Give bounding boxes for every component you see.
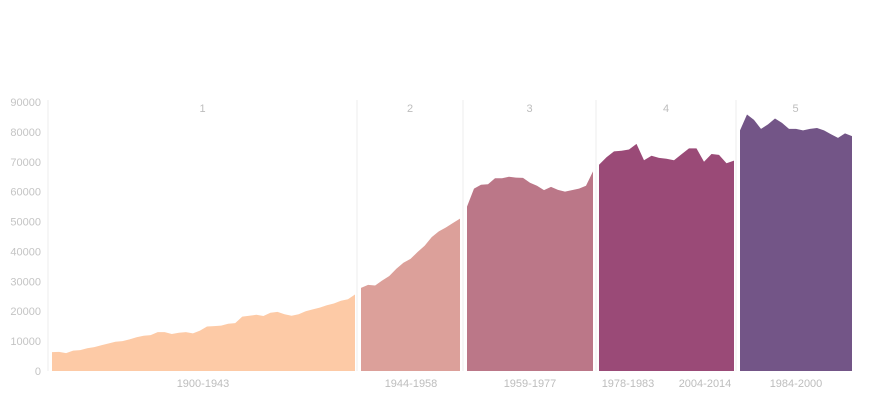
area-series-4 xyxy=(599,143,734,371)
area-series-2 xyxy=(361,218,460,371)
panel-title: 2 xyxy=(407,103,413,115)
y-tick-label: 60000 xyxy=(10,187,41,199)
y-tick-label: 50000 xyxy=(10,217,41,229)
y-tick-label: 70000 xyxy=(10,157,41,169)
panel-title: 4 xyxy=(663,103,669,115)
x-tick-label: 1944-1958 xyxy=(385,378,438,390)
area-series-5 xyxy=(740,114,852,372)
x-tick-label: 1900-1943 xyxy=(177,378,230,390)
panel-title: 5 xyxy=(792,103,798,115)
y-tick-label: 20000 xyxy=(10,306,41,318)
panel-title: 3 xyxy=(526,103,532,115)
y-tick-label: 80000 xyxy=(10,127,41,139)
y-tick-label: 0 xyxy=(35,366,41,378)
area-series-1 xyxy=(52,294,355,371)
y-tick-label: 90000 xyxy=(10,97,41,109)
x-tick-label: 1984-2000 xyxy=(770,378,823,390)
y-tick-label: 10000 xyxy=(10,336,41,348)
y-tick-label: 40000 xyxy=(10,246,41,258)
area-series-3 xyxy=(467,171,593,371)
y-tick-label: 30000 xyxy=(10,276,41,288)
x-tick-label: 2004-2014 xyxy=(679,378,732,390)
panel-title: 1 xyxy=(199,103,205,115)
x-tick-label: 1978-1983 xyxy=(602,378,655,390)
x-tick-label: 1959-1977 xyxy=(504,378,557,390)
